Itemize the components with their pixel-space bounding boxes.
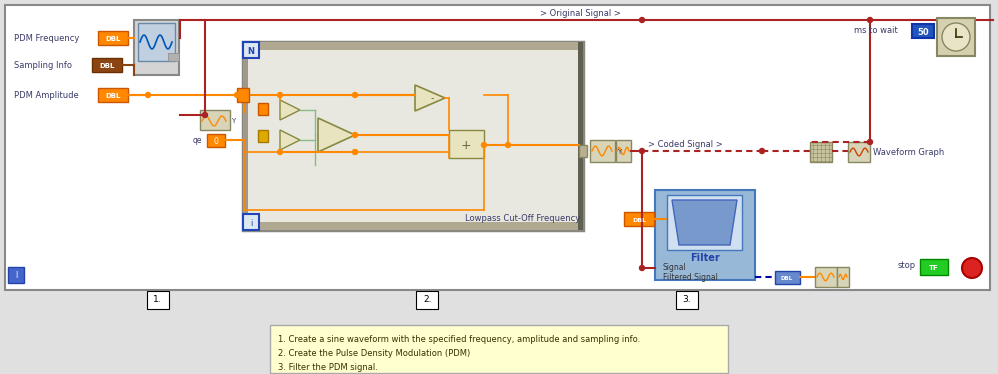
Text: 1.: 1. bbox=[154, 295, 162, 304]
Bar bbox=[207, 134, 225, 147]
Bar bbox=[243, 42, 248, 230]
Bar bbox=[168, 53, 179, 61]
Bar bbox=[258, 130, 268, 142]
Text: > Original Signal >: > Original Signal > bbox=[540, 9, 621, 18]
Circle shape bbox=[640, 148, 645, 153]
Bar bbox=[655, 190, 755, 280]
Bar bbox=[98, 31, 128, 45]
Text: Y: Y bbox=[231, 118, 236, 124]
Circle shape bbox=[352, 150, 357, 154]
Circle shape bbox=[640, 266, 645, 270]
Bar bbox=[243, 222, 583, 230]
Bar bbox=[243, 42, 583, 50]
Bar bbox=[243, 214, 259, 230]
Bar bbox=[243, 42, 259, 58]
Bar bbox=[449, 130, 484, 158]
Circle shape bbox=[942, 23, 970, 51]
Text: -: - bbox=[430, 93, 434, 103]
Text: Waveform Graph: Waveform Graph bbox=[873, 147, 944, 156]
Bar bbox=[258, 103, 268, 115]
Bar bbox=[810, 142, 832, 162]
Bar bbox=[676, 291, 698, 309]
Bar bbox=[138, 23, 175, 61]
Bar bbox=[624, 212, 654, 226]
Text: Sampling Info: Sampling Info bbox=[14, 61, 72, 70]
Circle shape bbox=[277, 92, 282, 98]
Text: Signal: Signal bbox=[663, 264, 687, 273]
Text: 0: 0 bbox=[214, 137, 219, 145]
Polygon shape bbox=[280, 100, 300, 120]
Polygon shape bbox=[280, 130, 300, 150]
Text: 2.: 2. bbox=[423, 295, 431, 304]
Circle shape bbox=[352, 132, 357, 138]
Text: 50: 50 bbox=[917, 28, 929, 37]
Bar bbox=[775, 271, 800, 284]
Text: > Coded Signal >: > Coded Signal > bbox=[648, 140, 723, 148]
Text: Filtered Signal: Filtered Signal bbox=[663, 273, 718, 282]
Text: DBL: DBL bbox=[632, 218, 646, 223]
Polygon shape bbox=[672, 200, 737, 245]
Text: N: N bbox=[248, 46, 254, 55]
Bar bbox=[578, 42, 583, 230]
Circle shape bbox=[867, 18, 872, 22]
Text: Lowpass Cut-Off Frequency: Lowpass Cut-Off Frequency bbox=[465, 214, 580, 223]
Bar bbox=[134, 20, 179, 75]
Bar bbox=[147, 291, 169, 309]
Text: DBL: DBL bbox=[106, 36, 121, 42]
Bar bbox=[590, 140, 615, 162]
Polygon shape bbox=[318, 118, 355, 152]
Text: Filter: Filter bbox=[691, 253, 720, 263]
Bar bbox=[243, 42, 583, 230]
Bar bbox=[912, 24, 934, 38]
Text: PDM Amplitude: PDM Amplitude bbox=[14, 91, 79, 99]
Bar bbox=[815, 267, 837, 287]
Bar bbox=[8, 267, 24, 283]
Bar bbox=[616, 140, 631, 162]
Text: I: I bbox=[15, 272, 17, 280]
Circle shape bbox=[759, 148, 764, 153]
Bar bbox=[937, 18, 975, 56]
Circle shape bbox=[277, 150, 282, 154]
Circle shape bbox=[481, 142, 486, 147]
Bar bbox=[5, 5, 990, 290]
Bar bbox=[848, 142, 870, 162]
Bar bbox=[837, 267, 849, 287]
Circle shape bbox=[235, 92, 240, 98]
Circle shape bbox=[352, 92, 357, 98]
Text: +: + bbox=[461, 138, 471, 151]
Circle shape bbox=[867, 140, 872, 144]
Circle shape bbox=[962, 258, 982, 278]
Bar bbox=[200, 110, 230, 130]
Text: 2. Create the Pulse Density Modulation (PDM): 2. Create the Pulse Density Modulation (… bbox=[278, 349, 470, 358]
Text: qe: qe bbox=[193, 135, 203, 144]
Text: ms to wait: ms to wait bbox=[854, 25, 898, 34]
Text: i: i bbox=[250, 218, 252, 227]
Text: PDM Frequency: PDM Frequency bbox=[14, 34, 80, 43]
Text: DBL: DBL bbox=[106, 93, 121, 99]
Bar bbox=[237, 88, 249, 102]
Text: 1. Create a sine waveform with the specified frequency, amplitude and sampling i: 1. Create a sine waveform with the speci… bbox=[278, 334, 641, 343]
Text: DBL: DBL bbox=[100, 63, 115, 69]
Bar bbox=[667, 195, 742, 250]
Text: 3.: 3. bbox=[683, 295, 691, 304]
Bar bbox=[920, 259, 948, 275]
Text: stop: stop bbox=[898, 261, 916, 270]
Text: 3. Filter the PDM signal.: 3. Filter the PDM signal. bbox=[278, 362, 378, 371]
Circle shape bbox=[146, 92, 151, 98]
Text: DBL: DBL bbox=[780, 276, 793, 280]
Circle shape bbox=[640, 18, 645, 22]
Circle shape bbox=[203, 113, 208, 117]
Bar bbox=[246, 45, 581, 228]
Bar bbox=[579, 145, 587, 157]
Bar bbox=[92, 58, 122, 72]
Polygon shape bbox=[415, 85, 445, 111]
Text: Y: Y bbox=[617, 149, 621, 155]
Text: TF: TF bbox=[929, 265, 939, 271]
Bar bbox=[270, 325, 728, 373]
Bar bbox=[98, 88, 128, 102]
Bar bbox=[416, 291, 438, 309]
Circle shape bbox=[506, 142, 511, 147]
